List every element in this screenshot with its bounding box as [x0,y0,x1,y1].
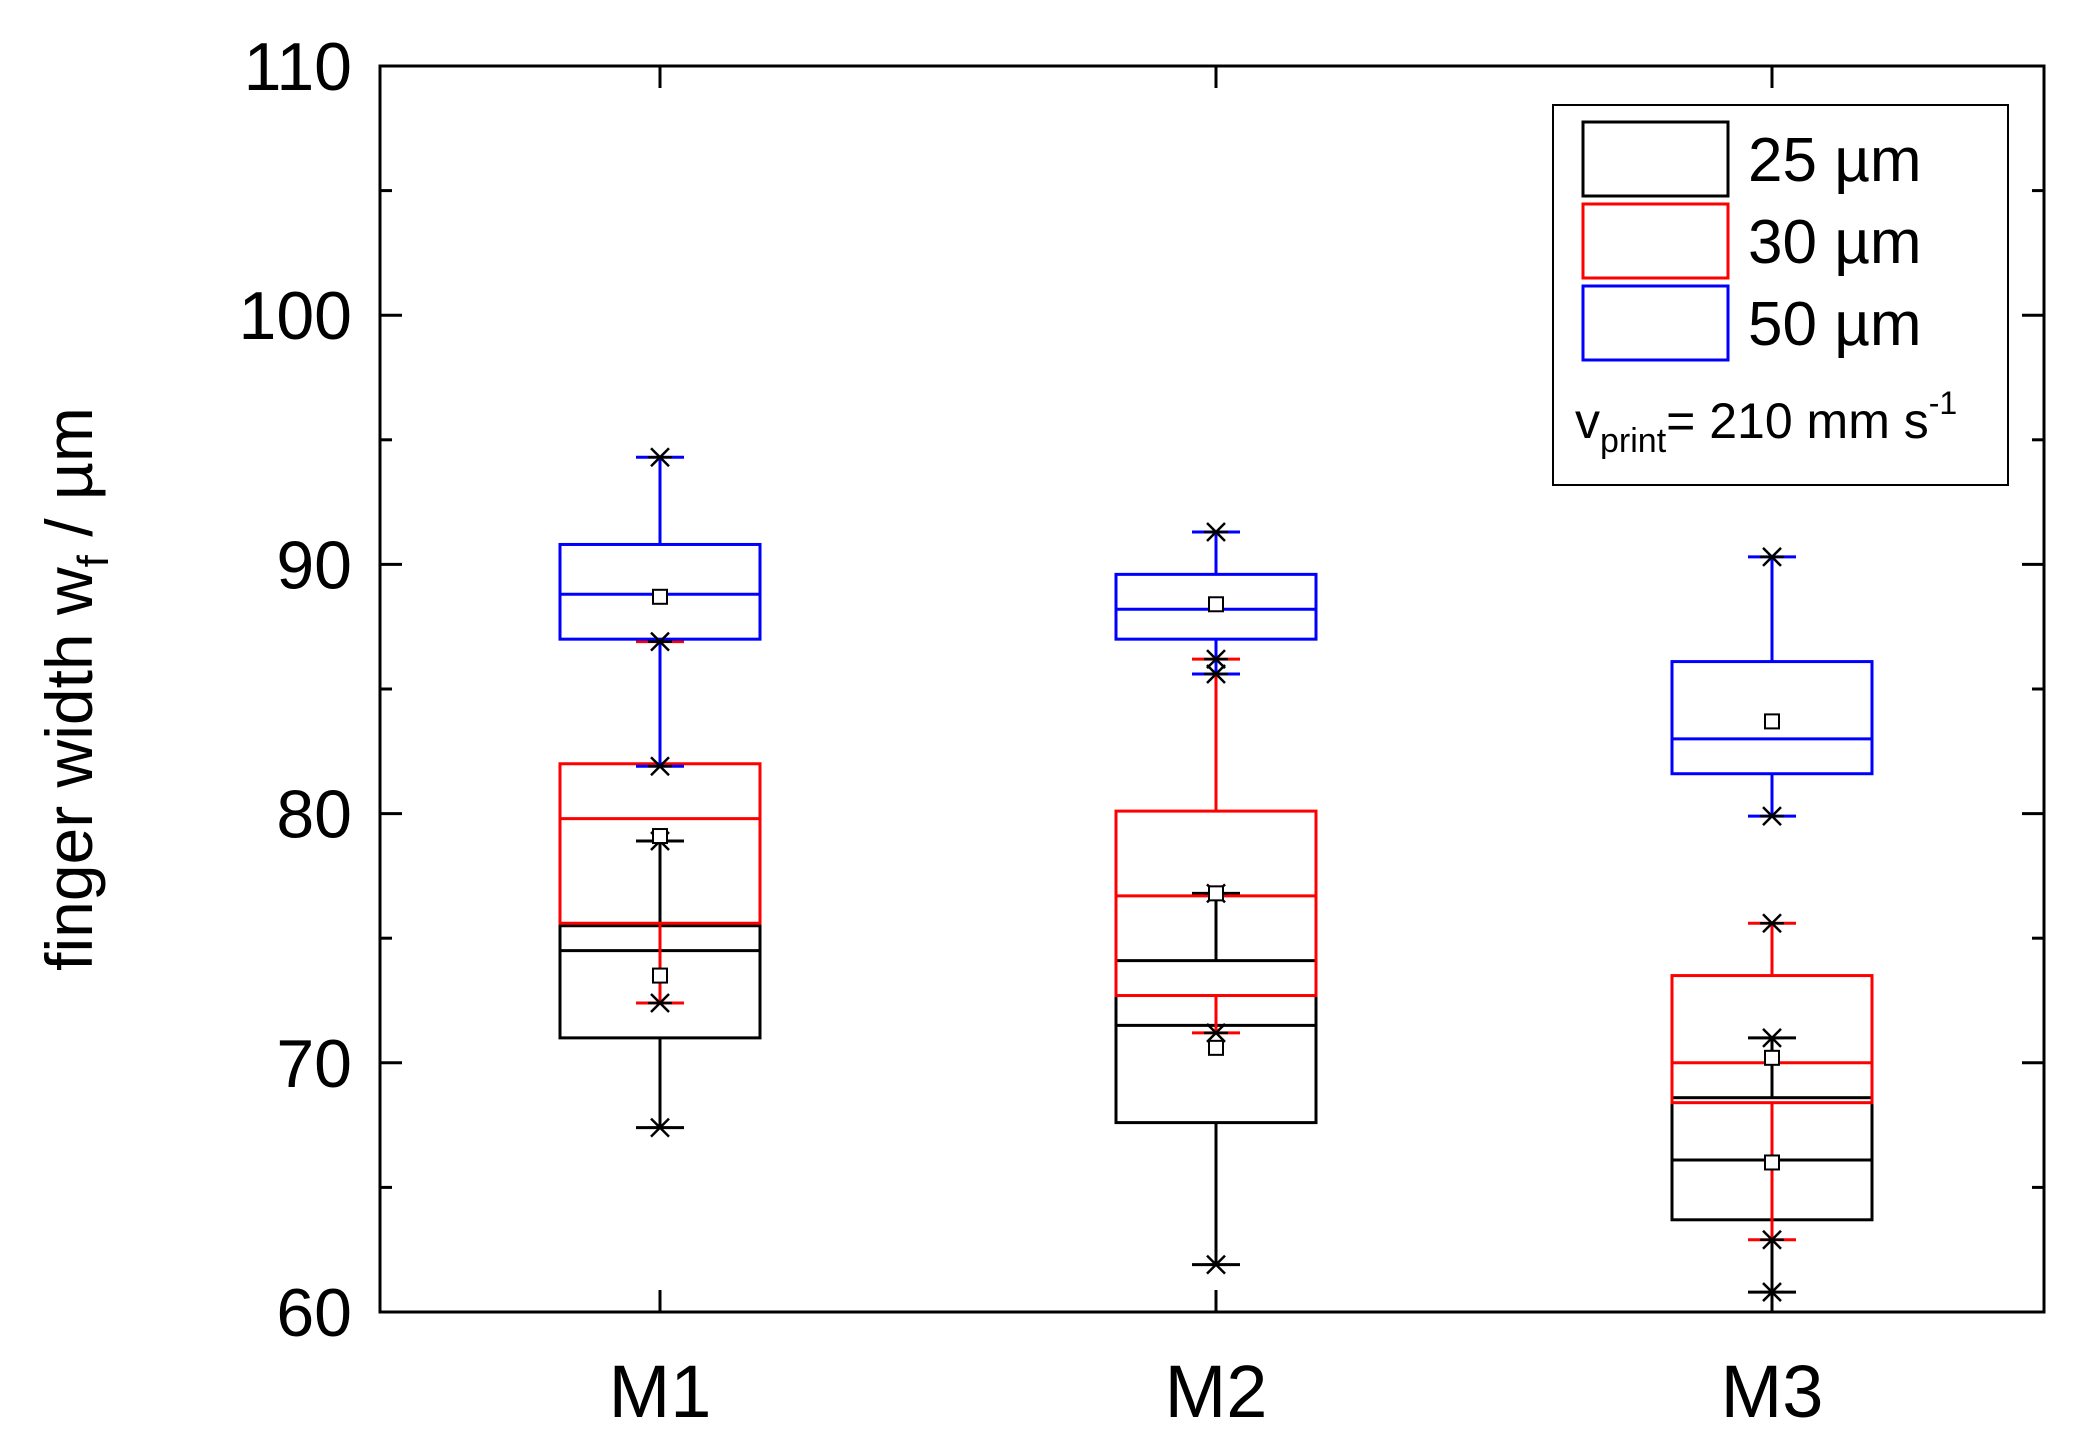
legend-label: 50 µm [1748,290,1922,359]
legend-frame [1552,104,2009,486]
box-iqr [1114,809,1318,998]
min-marker [1760,1229,1784,1250]
x-category-label: M2 [1165,1350,1268,1429]
box-iqr [1114,959,1318,1125]
legend-swatch [1581,202,1730,280]
legend-note-sup: -1 [1929,385,1957,421]
max-marker [1204,522,1228,542]
legend-swatch [1581,284,1730,362]
box-iqr [1670,974,1874,1105]
min-marker [1760,806,1784,826]
mean-marker [1208,596,1224,613]
y-tick-label: 100 [239,278,352,354]
max-marker [1760,1027,1784,1048]
mean-marker [1764,1154,1780,1171]
box-25m-M2 [1114,891,1318,1267]
y-axis-title-unit: / µm [32,407,106,555]
legend-label: 30 µm [1748,208,1922,277]
y-tick-label: 70 [276,1026,352,1102]
x-category-label: M3 [1721,1350,1824,1429]
y-tick-label: 80 [276,777,352,853]
box-iqr [1670,660,1874,776]
mean-marker [652,588,668,605]
y-axis-title-main: finger width w [32,567,106,971]
legend-note-main: = 210 mm s [1666,393,1929,449]
box-50m-M1 [558,455,762,768]
y-axis-title-sub: f [69,554,118,567]
box-iqr [1114,572,1318,641]
x-category-label: M1 [609,1350,712,1429]
y-axis-title: finger width wf / µm [32,407,118,971]
x-axis-ticks: M1 M2 M3 [609,66,1824,1429]
legend-note: vprint= 210 mm s-1 [1575,385,1957,460]
legend: 25 µm 30 µm 50 µm vprint= 210 mm s-1 [1552,104,2009,486]
y-tick-label: 90 [276,527,352,603]
box-50m-M3 [1670,555,1874,818]
box-series [558,447,1874,1302]
y-axis-ticks: 60 70 80 90 100 110 [239,29,2044,1351]
mean-marker [1764,713,1780,730]
mean-marker [1208,885,1224,902]
mean-marker [652,828,668,845]
min-marker [648,756,672,777]
max-marker [1204,649,1228,669]
box-30m-M2 [1114,657,1318,1035]
mean-marker [652,967,668,984]
legend-note-prefix: v [1575,393,1600,449]
legend-note-sub: print [1600,422,1667,460]
legend-label: 25 µm [1748,126,1922,195]
min-marker [1204,664,1228,684]
legend-entries: 25 µm 30 µm 50 µm [1581,120,1922,362]
mean-marker [1764,1049,1780,1066]
min-marker [648,993,672,1013]
max-marker [648,631,672,652]
box-iqr [558,542,762,641]
min-marker [1204,1023,1228,1043]
max-marker [648,447,672,468]
y-tick-label: 110 [244,29,352,105]
max-marker [1760,547,1784,567]
min-marker [1760,1282,1784,1302]
y-tick-label: 60 [276,1275,352,1351]
max-marker [1760,913,1784,934]
min-marker [648,1117,672,1138]
mean-marker [1208,1039,1224,1056]
legend-swatch [1581,120,1730,198]
min-marker [1204,1254,1228,1275]
box-30m-M1 [558,640,762,1005]
